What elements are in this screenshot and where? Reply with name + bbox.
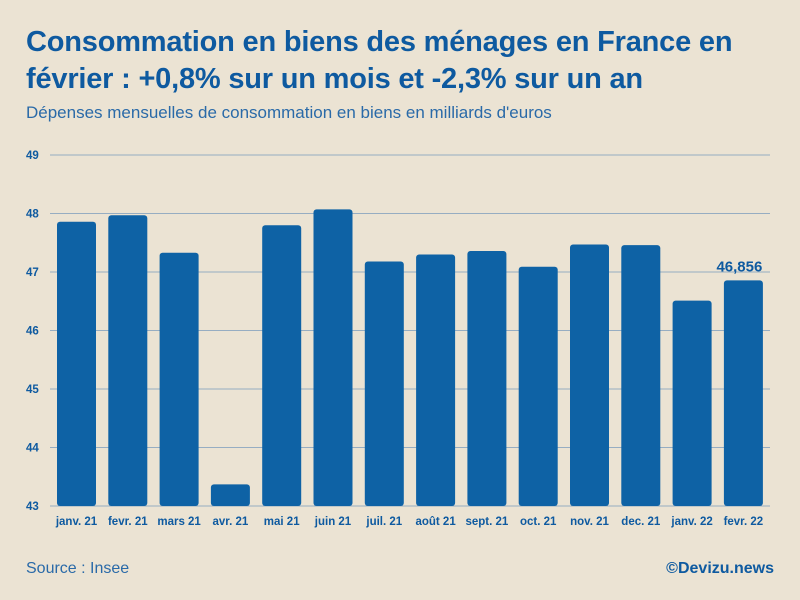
bar [570, 244, 609, 506]
bar [467, 250, 507, 506]
x-tick-label: avr. 21 [212, 516, 248, 528]
x-tick-label: fevr. 22 [724, 516, 764, 528]
x-tick-label: mai 21 [264, 516, 300, 528]
data-label: 46,856 [716, 258, 762, 275]
y-tick-label: 47 [26, 267, 39, 279]
bar [210, 484, 250, 506]
bar [518, 266, 558, 506]
x-tick-label: août 21 [415, 516, 456, 528]
bar [108, 215, 148, 506]
chart-subtitle: Dépenses mensuelles de consommation en b… [26, 103, 552, 122]
bar [621, 245, 661, 506]
bar [262, 225, 302, 506]
chart-title: Consommation en biens des ménages en Fra… [26, 26, 733, 95]
bar [723, 280, 763, 506]
x-tick-label: juin 21 [314, 516, 352, 528]
x-tick-label: janv. 21 [55, 516, 98, 528]
x-tick-label: sept. 21 [465, 516, 508, 528]
bar [364, 261, 404, 506]
x-tick-label: dec. 21 [621, 516, 661, 528]
y-tick-label: 43 [26, 501, 39, 513]
brand-credit: ©Devizu.news [666, 560, 774, 577]
x-tick-label: juil. 21 [365, 516, 402, 528]
y-tick-label: 48 [26, 209, 39, 221]
y-tick-label: 44 [26, 443, 39, 455]
bar [159, 252, 199, 506]
bar [672, 300, 712, 506]
x-tick-label: janv. 22 [670, 516, 712, 528]
y-tick-label: 46 [26, 326, 39, 338]
x-tick-label: mars 21 [157, 516, 201, 528]
bar [57, 221, 96, 506]
source-note: Source : Insee [26, 560, 130, 577]
x-tick-label: oct. 21 [520, 516, 557, 528]
y-tick-label: 49 [26, 150, 39, 162]
x-tick-label: nov. 21 [570, 516, 609, 528]
bar [313, 209, 353, 506]
x-tick-label: fevr. 21 [108, 516, 148, 528]
y-tick-label: 45 [26, 384, 39, 396]
bar [416, 254, 456, 506]
